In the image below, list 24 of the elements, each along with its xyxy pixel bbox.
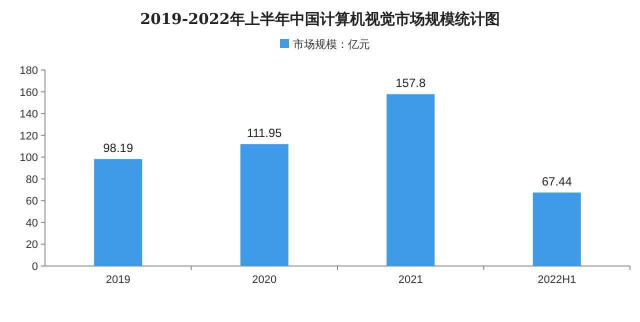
- y-tick-label: 60: [26, 196, 38, 208]
- y-tick-label: 120: [20, 130, 38, 142]
- chart-title: 2019-2022年上半年中国计算机视觉市场规模统计图: [140, 10, 500, 28]
- y-tick-label: 80: [26, 174, 38, 186]
- y-tick-label: 0: [32, 261, 38, 273]
- bar: [94, 159, 142, 266]
- y-tick-label: 140: [20, 108, 38, 121]
- data-label: 111.95: [246, 126, 282, 140]
- data-label: 157.8: [396, 76, 426, 90]
- data-label: 67.44: [542, 174, 572, 189]
- data-label: 98.19: [103, 141, 134, 156]
- x-tick-label: 2020: [252, 274, 277, 286]
- x-tick-label: 2022H1: [538, 274, 576, 286]
- x-tick-label: 2021: [398, 274, 423, 286]
- bar: [532, 192, 581, 266]
- y-tick-label: 40: [26, 217, 38, 230]
- y-tick-label: 180: [20, 65, 38, 77]
- bar: [386, 94, 435, 266]
- y-tick-label: 160: [20, 86, 38, 99]
- x-tick-label: 2019: [106, 274, 130, 286]
- y-tick-label: 20: [26, 239, 38, 252]
- y-tick-label: 100: [20, 152, 38, 164]
- legend-label: 市场规模：亿元: [293, 38, 370, 51]
- bar: [240, 144, 288, 266]
